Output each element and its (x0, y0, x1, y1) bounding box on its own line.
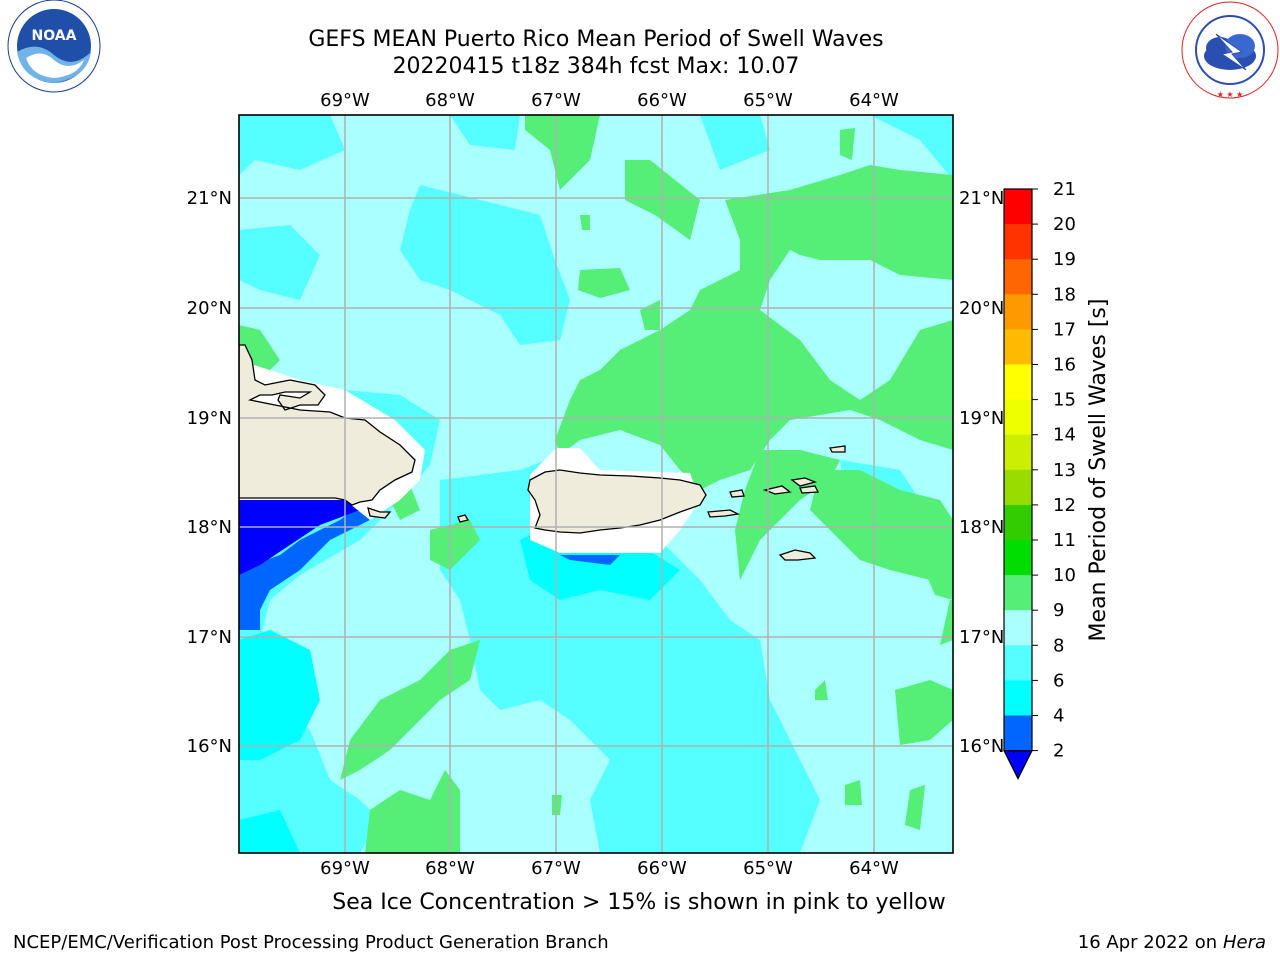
lon-label: 66°W (637, 858, 687, 879)
lon-label: 67°W (531, 90, 581, 111)
nws-logo: ★ ★ ★ (1181, 1, 1279, 99)
colorbar-tick-label: 17 (1053, 319, 1076, 340)
colorbar-bin (1004, 469, 1032, 506)
colorbar-bin (1004, 715, 1032, 752)
lon-label: 65°W (743, 90, 793, 111)
lat-label: 20°N (959, 298, 1004, 319)
lon-label: 64°W (849, 90, 899, 111)
lon-label: 65°W (743, 858, 793, 879)
colorbar-tick-label: 20 (1053, 214, 1076, 235)
colorbar-tick-label: 6 (1053, 670, 1064, 691)
colorbar-bin (1004, 680, 1032, 716)
colorbar-tick-label: 9 (1053, 600, 1064, 621)
colorbar-tick-label: 13 (1053, 460, 1076, 481)
lat-label: 18°N (187, 517, 232, 538)
lon-label: 67°W (531, 858, 581, 879)
footer-machine: Hera (1222, 932, 1266, 953)
colorbar-tick-label: 16 (1053, 355, 1076, 376)
colorbar-tick-label: 15 (1053, 390, 1076, 411)
lat-label: 17°N (959, 627, 1004, 648)
contour-low (239, 500, 620, 630)
colorbar-tick-label: 14 (1053, 425, 1076, 446)
sea-ice-caption: Sea Ice Concentration > 15% is shown in … (332, 890, 946, 915)
noaa-logo: NOAA (7, 0, 101, 93)
lat-label: 18°N (959, 517, 1004, 538)
colorbar-tick-label: 4 (1053, 706, 1064, 727)
swell-period-field (239, 115, 953, 853)
colorbar-bin (1004, 189, 1032, 225)
colorbar-tick-label: 10 (1053, 565, 1076, 586)
lat-label: 16°N (959, 736, 1004, 757)
contour-9-10 (239, 115, 953, 853)
svg-text:★ ★ ★: ★ ★ ★ (1217, 90, 1244, 99)
lat-label: 17°N (187, 627, 232, 648)
colorbar-tick-label: 11 (1053, 530, 1076, 551)
lat-labels-right: 21°N 20°N 19°N 18°N 17°N 16°N (959, 188, 1004, 757)
chart-subtitle: 20220415 t18z 384h fcst Max: 10.07 (392, 54, 800, 79)
lat-label: 21°N (959, 188, 1004, 209)
lat-labels-left: 21°N 20°N 19°N 18°N 17°N 16°N (187, 188, 232, 757)
colorbar-bin (1004, 259, 1032, 295)
lon-labels-bottom: 69°W 68°W 67°W 66°W 65°W 64°W (320, 858, 899, 879)
colorbar-bin (1004, 224, 1032, 260)
colorbar-label: Mean Period of Swell Waves [s] (1086, 299, 1111, 642)
lon-label: 66°W (637, 90, 687, 111)
lat-label: 20°N (187, 298, 232, 319)
footer-date: 16 Apr 2022 on Hera (1078, 932, 1266, 953)
colorbar-tick-label: 19 (1053, 249, 1076, 270)
colorbar-bin (1004, 610, 1032, 646)
lat-label: 16°N (187, 736, 232, 757)
colorbar-extend-arrow (1003, 750, 1033, 780)
lon-label: 69°W (320, 90, 370, 111)
colorbar-tick-label: 2 (1053, 741, 1064, 762)
colorbar-bin (1004, 575, 1032, 611)
colorbar-bin (1004, 645, 1032, 681)
lat-label: 21°N (187, 188, 232, 209)
footer-date-text: 16 Apr 2022 on (1077, 932, 1223, 953)
colorbar-bin (1004, 434, 1032, 471)
colorbar-bin (1004, 294, 1032, 330)
colorbar-bin (1004, 329, 1032, 365)
lon-label: 64°W (849, 858, 899, 879)
colorbar-bin (1004, 540, 1032, 576)
colorbar-bin (1004, 504, 1032, 541)
gridlines (239, 115, 953, 853)
colorbar-tick-label: 12 (1053, 495, 1076, 516)
chart-title: GEFS MEAN Puerto Rico Mean Period of Swe… (308, 27, 884, 52)
lon-label: 69°W (320, 858, 370, 879)
lat-label: 19°N (959, 408, 1004, 429)
colorbar-tick-label: 18 (1053, 284, 1076, 305)
noaa-logo-text: NOAA (32, 28, 77, 44)
colorbar: 2 4 6 8 9 10 11 12 13 14 15 16 17 18 19 20 21 (1003, 179, 1076, 780)
colorbar-bin (1004, 399, 1032, 436)
colorbar-bin (1004, 364, 1032, 401)
map-frame (238, 114, 954, 854)
colorbar-tick-label: 8 (1053, 635, 1064, 656)
lon-label: 68°W (425, 858, 475, 879)
footer-credit: NCEP/EMC/Verification Post Processing Pr… (13, 932, 609, 953)
lon-label: 68°W (425, 90, 475, 111)
lat-label: 19°N (187, 408, 232, 429)
lon-labels-top: 69°W 68°W 67°W 66°W 65°W 64°W (320, 90, 899, 111)
colorbar-tick-label: 21 (1053, 179, 1076, 200)
